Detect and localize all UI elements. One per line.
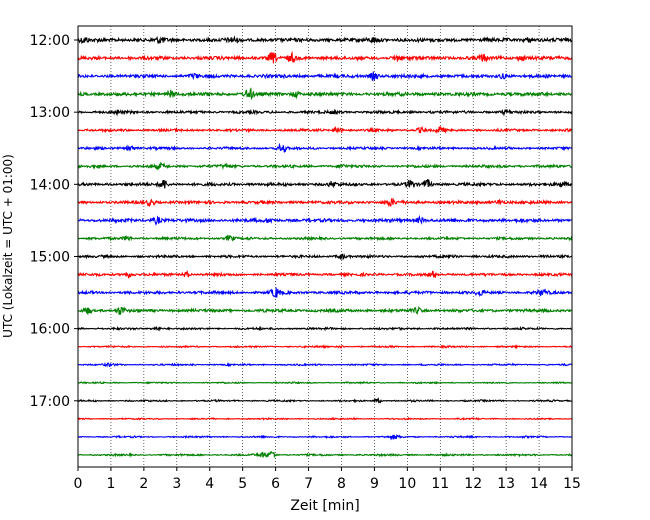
trace-1730	[77, 434, 573, 441]
x-tick-label: 2	[139, 476, 148, 492]
trace-1645	[77, 380, 573, 385]
y-tick-label: 17:00	[30, 394, 70, 410]
trace-1615	[77, 344, 573, 350]
trace-1530	[77, 287, 573, 298]
trace-1630	[77, 361, 573, 368]
trace-1745	[77, 450, 573, 459]
x-tick-label: 15	[563, 476, 581, 492]
trace-1345	[77, 161, 573, 171]
trace-1200	[77, 35, 573, 45]
x-tick-label: 4	[205, 476, 214, 492]
trace-1300	[77, 108, 573, 117]
trace-1545	[77, 305, 573, 315]
trace-1445	[77, 234, 573, 242]
x-tick-label: 7	[304, 476, 313, 492]
x-tick-label: 14	[530, 476, 548, 492]
trace-1245	[77, 87, 573, 101]
trace-1500	[77, 253, 573, 261]
y-axis-ticks: 12:00 13:00 14:00 15:00 16:00 17:00	[30, 33, 78, 410]
y-tick-label: 13:00	[30, 105, 70, 121]
trace-1215	[77, 50, 573, 64]
trace-1315	[77, 125, 573, 134]
x-tick-label: 9	[370, 476, 379, 492]
y-tick-label: 14:00	[30, 177, 70, 193]
x-tick-label: 6	[271, 476, 280, 492]
trace-1330	[77, 142, 573, 153]
trace-1230	[77, 71, 573, 82]
trace-1715	[77, 416, 573, 421]
trace-1700	[77, 397, 573, 404]
x-axis-ticks: 0 1 2 3 4 5 6 7 8 9 10 11 12 13 14 15	[74, 467, 581, 492]
x-tick-label: 10	[398, 476, 416, 492]
plot-frame	[77, 25, 573, 468]
x-tick-label: 3	[172, 476, 181, 492]
trace-1415	[77, 197, 573, 208]
trace-1430	[77, 214, 573, 226]
trace-1400	[77, 179, 573, 189]
y-tick-label: 15:00	[30, 249, 70, 265]
x-tick-label: 11	[431, 476, 449, 492]
trace-1600	[77, 325, 573, 332]
y-tick-label: 12:00	[30, 33, 70, 49]
x-tick-label: 5	[238, 476, 247, 492]
seismic-traces	[77, 35, 573, 459]
x-tick-label: 13	[497, 476, 515, 492]
x-tick-label: 0	[74, 476, 83, 492]
y-axis-label: UTC (Lokalzeit = UTC + 01:00)	[1, 154, 15, 338]
x-tick-label: 1	[106, 476, 115, 492]
x-tick-label: 12	[464, 476, 482, 492]
x-tick-label: 8	[337, 476, 346, 492]
x-axis-label: Zeit [min]	[290, 498, 359, 514]
trace-1515	[77, 270, 573, 279]
y-tick-label: 16:00	[30, 322, 70, 338]
